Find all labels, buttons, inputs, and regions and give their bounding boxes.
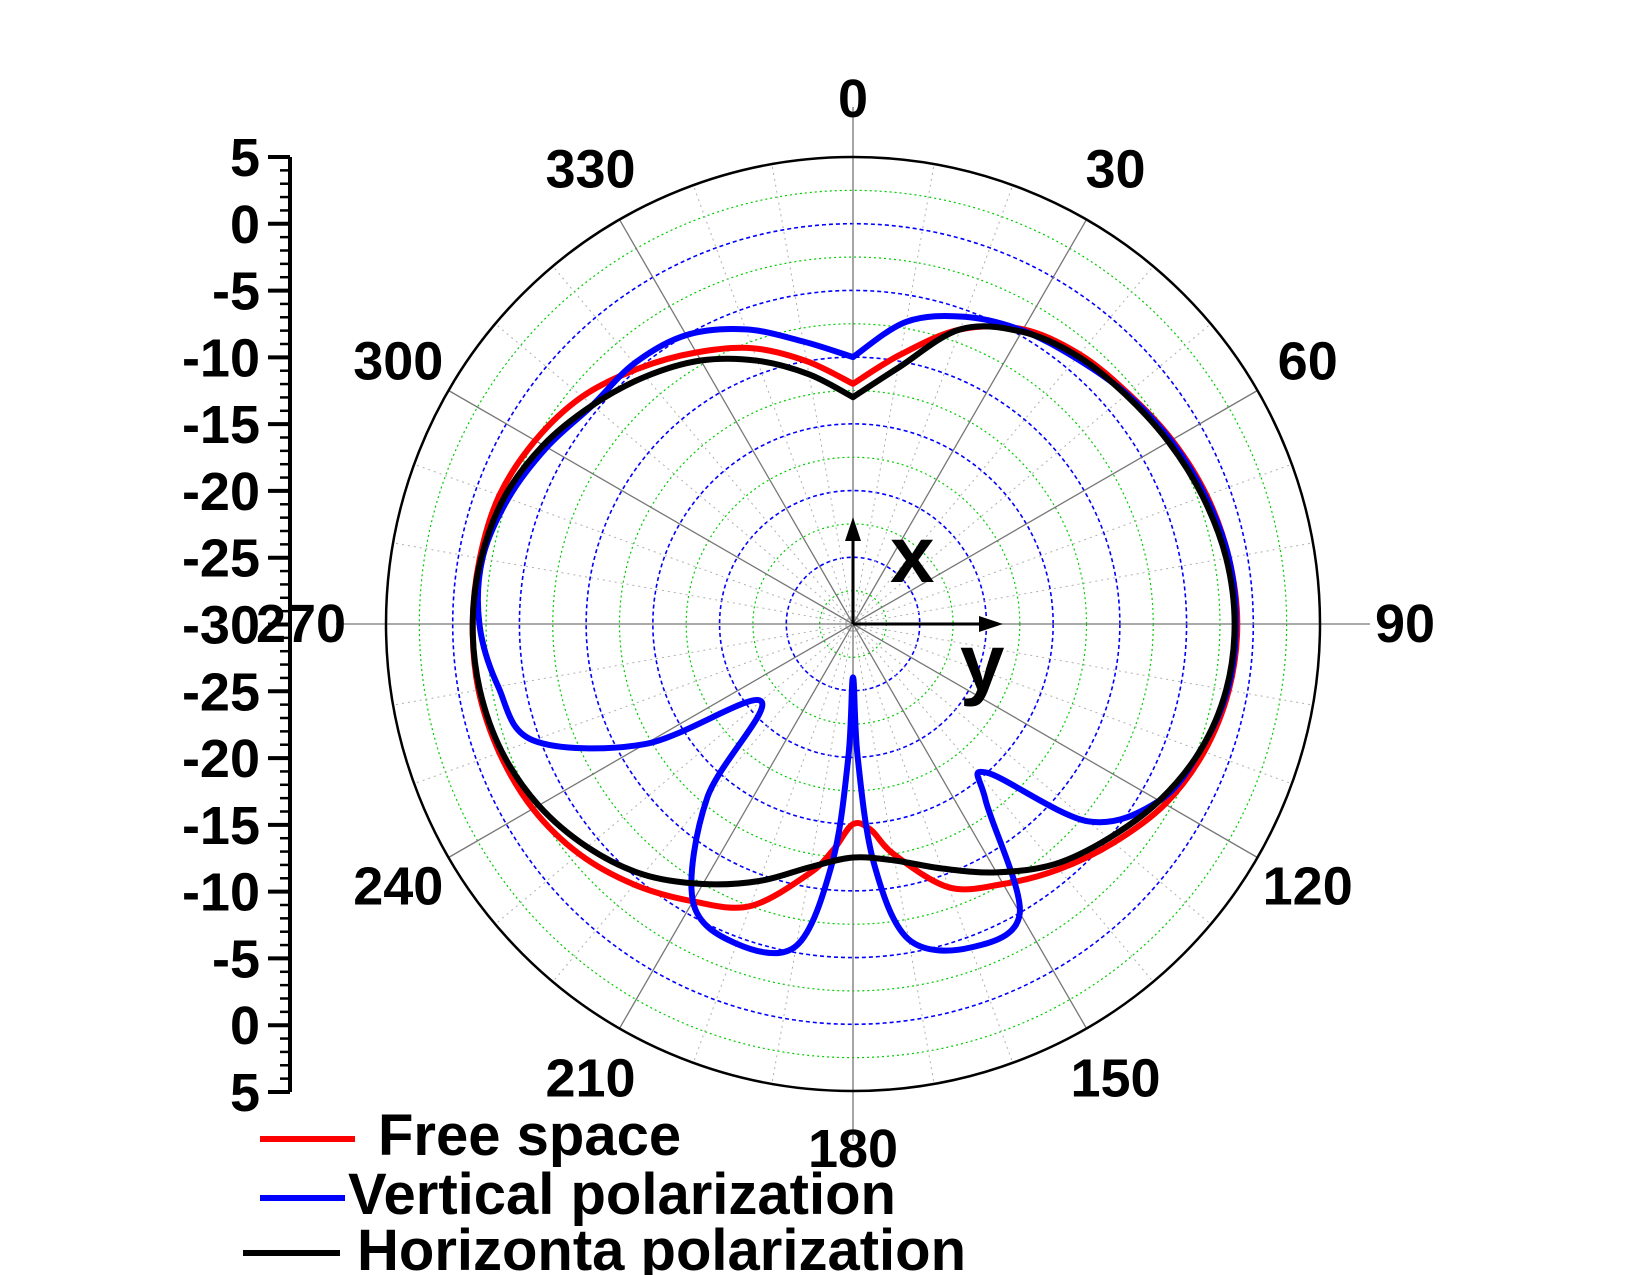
major-spoke xyxy=(618,219,854,625)
series-layer xyxy=(469,313,1241,956)
angle-label-330: 330 xyxy=(545,139,635,199)
radial-tick-label: -30 xyxy=(182,596,260,656)
xy-axes-annotation: x y xyxy=(845,510,1005,707)
legend-label-free-space: Free space xyxy=(378,1103,681,1168)
radial-tick-label: -20 xyxy=(182,462,260,522)
angle-label-300: 300 xyxy=(353,332,443,392)
minor-spoke xyxy=(692,184,854,625)
outer-ring xyxy=(384,155,1322,1093)
radial-tick-label: -25 xyxy=(182,529,260,589)
angle-label-210: 210 xyxy=(545,1049,635,1109)
major-spoke xyxy=(852,219,1088,625)
radial-tick-label: -25 xyxy=(182,662,260,722)
radial-tick-label: 5 xyxy=(230,128,260,188)
x-arrow-head xyxy=(845,517,861,541)
radial-tick-label: 0 xyxy=(230,195,260,255)
angle-label-180: 180 xyxy=(808,1119,898,1179)
radial-tick-label: -15 xyxy=(182,796,260,856)
radial-tick-label: -20 xyxy=(182,729,260,789)
radial-tick-label: -15 xyxy=(182,395,260,455)
major-spoke xyxy=(852,389,1258,625)
angle-label-30: 30 xyxy=(1085,139,1145,199)
x-annotation-label: x xyxy=(890,510,935,599)
angle-label-150: 150 xyxy=(1070,1049,1160,1109)
minor-spoke xyxy=(692,623,854,1064)
radial-axis: 50-5-10-15-20-25-30-25-20-15-10-505 xyxy=(182,128,292,1123)
angle-label-240: 240 xyxy=(353,857,443,917)
legend: Free space Vertical polarization Horizon… xyxy=(243,1103,966,1275)
major-spoke xyxy=(852,623,1258,859)
angular-spokes xyxy=(336,107,1370,1141)
y-annotation-label: y xyxy=(960,618,1005,707)
major-spoke xyxy=(448,389,854,625)
radial-tick-label: -10 xyxy=(182,328,260,388)
radial-tick-label: -5 xyxy=(212,262,260,322)
radial-tick-label: 5 xyxy=(230,1063,260,1123)
major-spoke xyxy=(618,623,854,1029)
legend-label-vertical: Vertical polarization xyxy=(348,1162,896,1227)
angle-label-60: 60 xyxy=(1278,332,1338,392)
radial-tick-label: -5 xyxy=(212,929,260,989)
radial-tick-label: 0 xyxy=(230,996,260,1056)
angle-label-90: 90 xyxy=(1375,594,1435,654)
angle-label-0: 0 xyxy=(838,69,868,129)
series-line-horizonta-polarization xyxy=(469,323,1238,888)
angle-label-120: 120 xyxy=(1263,857,1353,917)
radial-tick-label: -10 xyxy=(182,863,260,923)
major-spoke xyxy=(852,623,1088,1029)
y-arrow-head xyxy=(979,616,1003,632)
legend-label-horizontal: Horizonta polarization xyxy=(357,1218,966,1275)
